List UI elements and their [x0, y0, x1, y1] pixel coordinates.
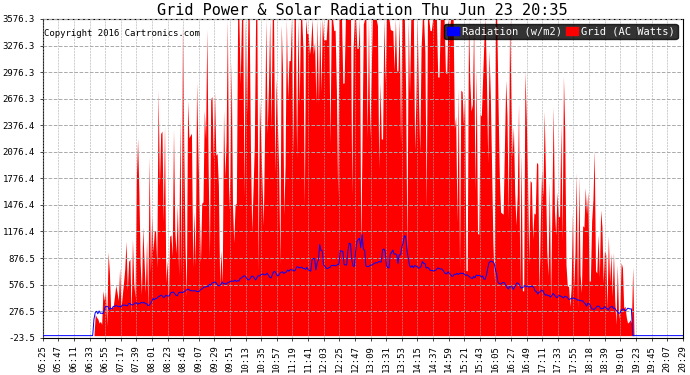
Text: Copyright 2016 Cartronics.com: Copyright 2016 Cartronics.com — [44, 28, 200, 38]
Legend: Radiation (w/m2), Grid (AC Watts): Radiation (w/m2), Grid (AC Watts) — [444, 24, 678, 39]
Title: Grid Power & Solar Radiation Thu Jun 23 20:35: Grid Power & Solar Radiation Thu Jun 23 … — [157, 3, 568, 18]
